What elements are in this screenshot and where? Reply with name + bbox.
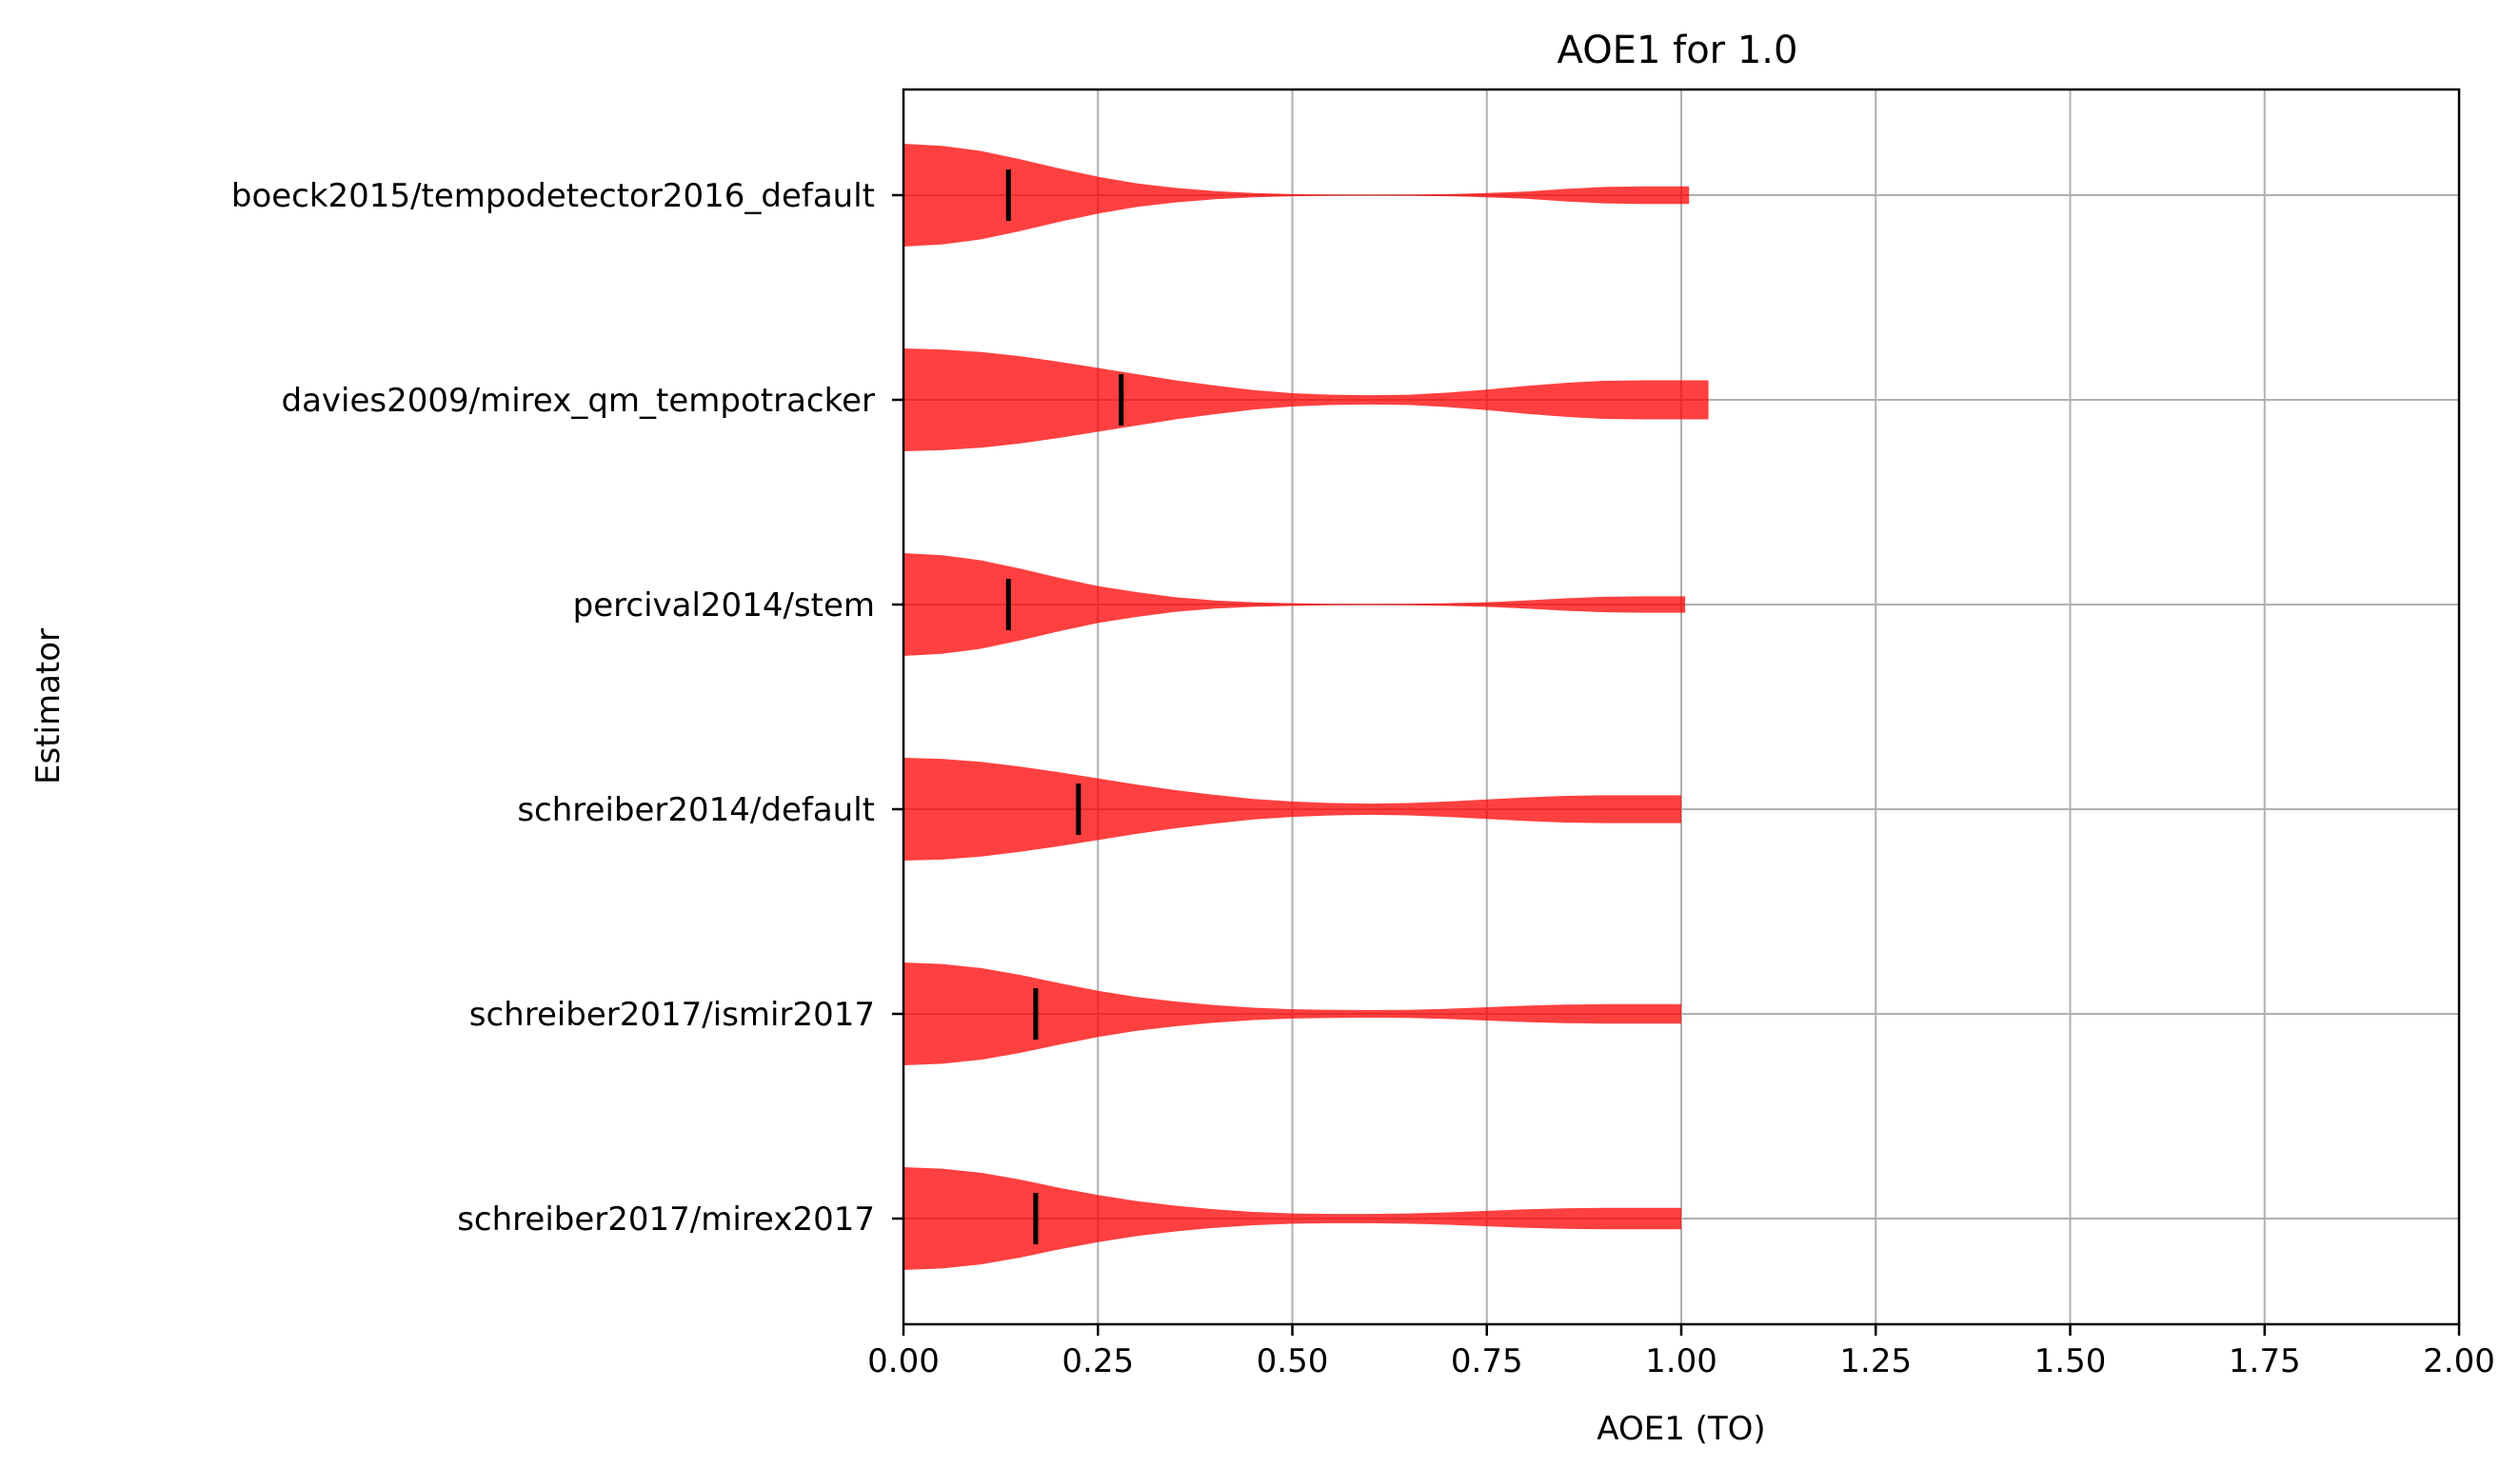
x-tick-label: 1.25 [1839,1342,1912,1380]
y-axis-ticks: boeck2015/tempodetector2016_defaultdavie… [231,177,903,1239]
violin-layer [903,144,1709,1270]
chart-title: AOE1 for 1.0 [1558,29,1798,72]
x-tick-label: 0.75 [1451,1342,1523,1380]
y-axis-label: Estimator [30,628,68,784]
x-tick-label: 1.50 [2034,1342,2107,1380]
x-tick-label: 0.00 [867,1342,940,1380]
grid-lines [903,89,2460,1324]
x-tick-label: 0.25 [1062,1342,1134,1380]
x-tick-label: 1.75 [2229,1342,2301,1380]
violin-schreiber2014-default [903,758,1681,861]
violin-boeck2015-tempodetector2016-default [903,144,1690,247]
y-tick-label: boeck2015/tempodetector2016_default [231,177,875,215]
violin-schreiber2017-mirex2017 [903,1167,1681,1270]
x-tick-label: 2.00 [2423,1342,2495,1380]
y-tick-label: schreiber2017/mirex2017 [457,1200,875,1239]
y-tick-label: schreiber2017/ismir2017 [469,996,875,1034]
x-tick-label: 0.50 [1257,1342,1329,1380]
median-layer [1005,169,1124,1244]
x-axis-label: AOE1 (TO) [1597,1410,1765,1448]
violin-schreiber2017-ismir2017 [903,962,1681,1065]
x-axis-ticks: 0.00 0.25 0.50 0.75 1.00 1.25 1.50 1.75 2.00 [867,1324,2495,1380]
y-tick-label: schreiber2014/default [517,791,875,829]
y-tick-label: percival2014/stem [573,586,875,625]
violin-davies2009-mirex-qm-tempotracker [903,348,1709,451]
x-tick-label: 1.00 [1645,1342,1717,1380]
violin-percival2014-stem [903,553,1686,656]
y-tick-label: davies2009/mirex_qm_tempotracker [281,382,875,420]
